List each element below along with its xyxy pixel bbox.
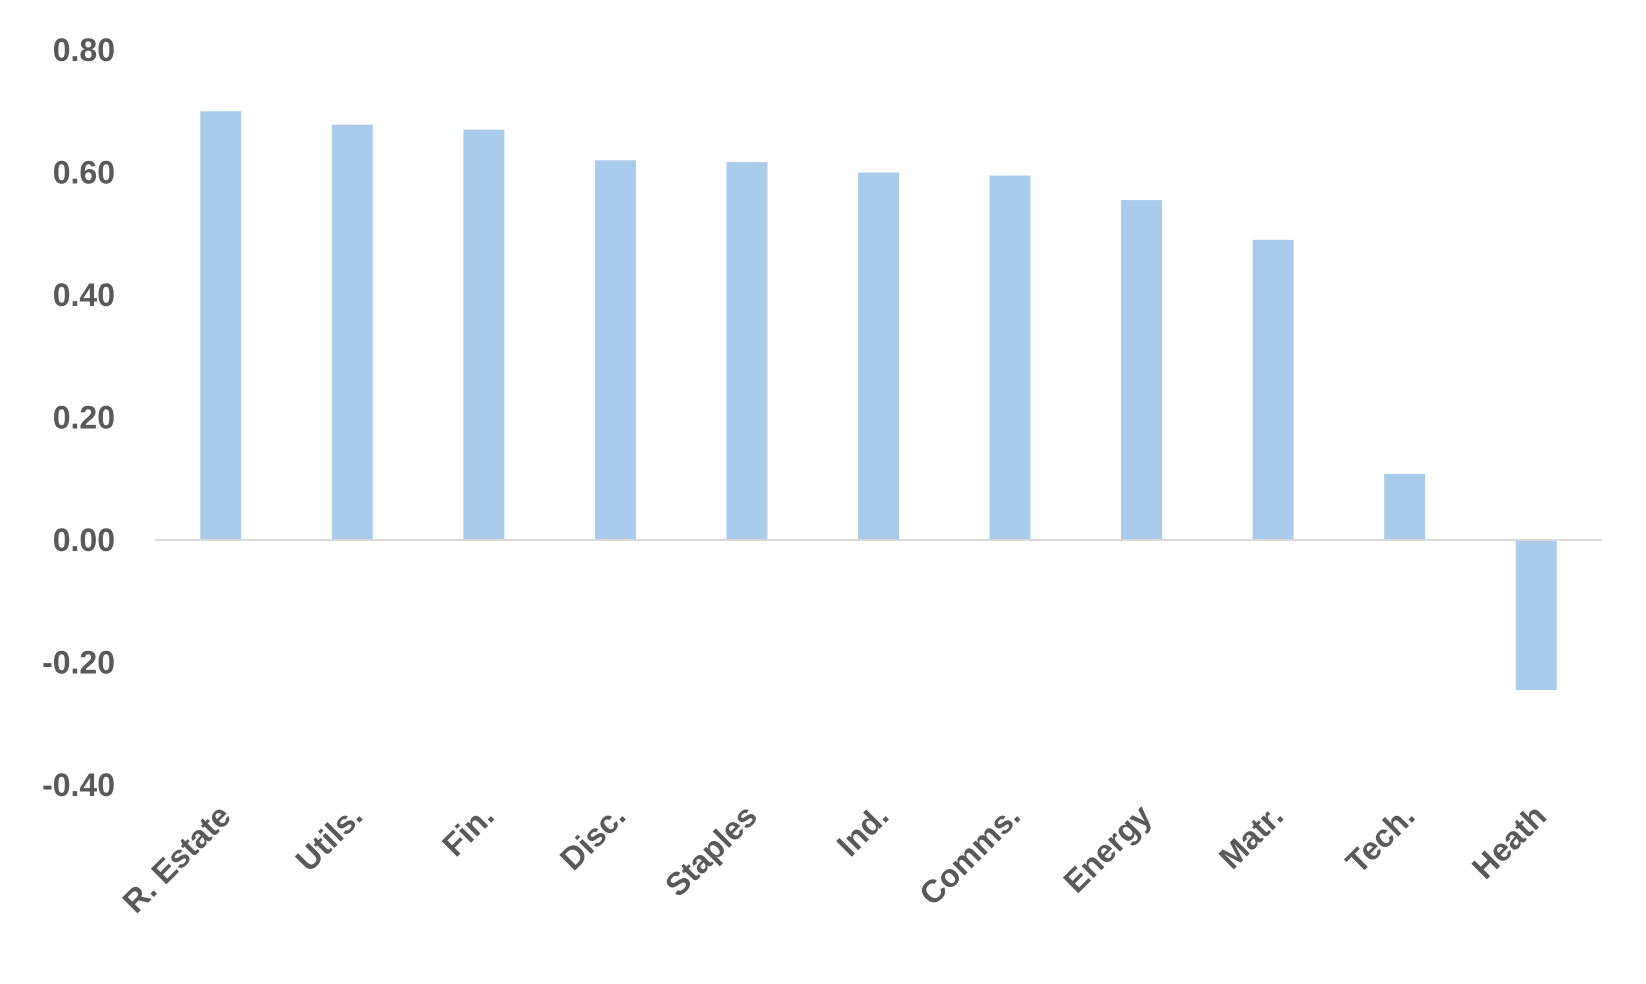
bar xyxy=(200,111,242,540)
y-axis-tick-labels: 0.80 0.60 0.40 0.20 0.00 -0.20 -0.40 xyxy=(42,32,115,803)
x-tick-label: Matr. xyxy=(1212,797,1290,875)
x-tick-label: R. Estate xyxy=(115,797,237,919)
bar xyxy=(726,162,768,540)
x-tick-label: Energy xyxy=(1056,797,1158,899)
y-tick-label: 0.20 xyxy=(53,400,115,436)
y-tick-label: -0.40 xyxy=(42,767,115,803)
y-tick-label: 0.00 xyxy=(53,522,115,558)
y-tick-label: -0.20 xyxy=(42,645,115,681)
bar xyxy=(594,160,636,540)
y-tick-label: 0.40 xyxy=(53,277,115,313)
x-tick-label: Disc. xyxy=(553,797,633,877)
y-tick-label: 0.80 xyxy=(53,32,115,68)
bar xyxy=(331,124,373,540)
bar xyxy=(1252,239,1294,540)
x-tick-label: Heath xyxy=(1465,797,1553,885)
bar xyxy=(463,129,505,540)
x-tick-label: Staples xyxy=(658,797,764,903)
bar xyxy=(1515,540,1557,691)
bar xyxy=(858,172,899,540)
x-axis-tick-labels: R. Estate Utils. Fin. Disc. Staples Ind. Comms… xyxy=(115,797,1553,919)
x-tick-label: Tech. xyxy=(1339,797,1422,880)
x-tick-label: Utils. xyxy=(288,797,369,878)
x-tick-label: Comms. xyxy=(912,797,1027,912)
y-tick-label: 0.60 xyxy=(53,155,115,191)
x-tick-label: Fin. xyxy=(435,797,501,863)
bar xyxy=(1384,473,1426,540)
bar xyxy=(1121,200,1163,540)
bars xyxy=(200,111,1557,691)
x-tick-label: Ind. xyxy=(830,797,896,863)
bar xyxy=(989,175,1031,540)
